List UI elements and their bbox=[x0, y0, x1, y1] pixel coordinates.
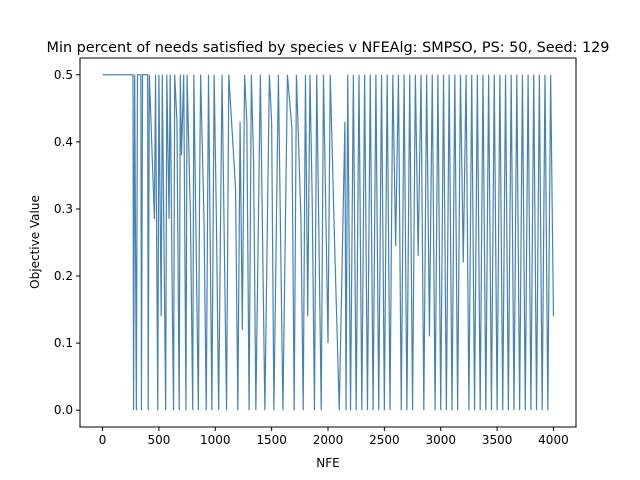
x-tick-label: 2000 bbox=[313, 433, 344, 447]
y-tick-label: 0.1 bbox=[54, 336, 73, 350]
x-tick-label: 1500 bbox=[256, 433, 287, 447]
x-axis-label: NFE bbox=[316, 456, 339, 470]
x-tick-label: 1000 bbox=[200, 433, 231, 447]
y-tick-label: 0.0 bbox=[54, 403, 73, 417]
chart-title: Min percent of needs satisfied by specie… bbox=[47, 40, 610, 56]
x-tick-label: 3000 bbox=[425, 433, 456, 447]
y-axis-label: Objective Value bbox=[28, 195, 42, 289]
x-tick-label: 2500 bbox=[369, 433, 400, 447]
y-tick-label: 0.5 bbox=[54, 68, 73, 82]
y-tick-label: 0.4 bbox=[54, 135, 73, 149]
data-line bbox=[102, 74, 555, 411]
x-tick-label: 0 bbox=[99, 433, 107, 447]
x-tick-label: 3500 bbox=[482, 433, 513, 447]
y-tick-label: 0.2 bbox=[54, 269, 73, 283]
x-tick-label: 500 bbox=[147, 433, 170, 447]
x-tick-label: 4000 bbox=[538, 433, 569, 447]
y-tick-label: 0.3 bbox=[54, 202, 73, 216]
